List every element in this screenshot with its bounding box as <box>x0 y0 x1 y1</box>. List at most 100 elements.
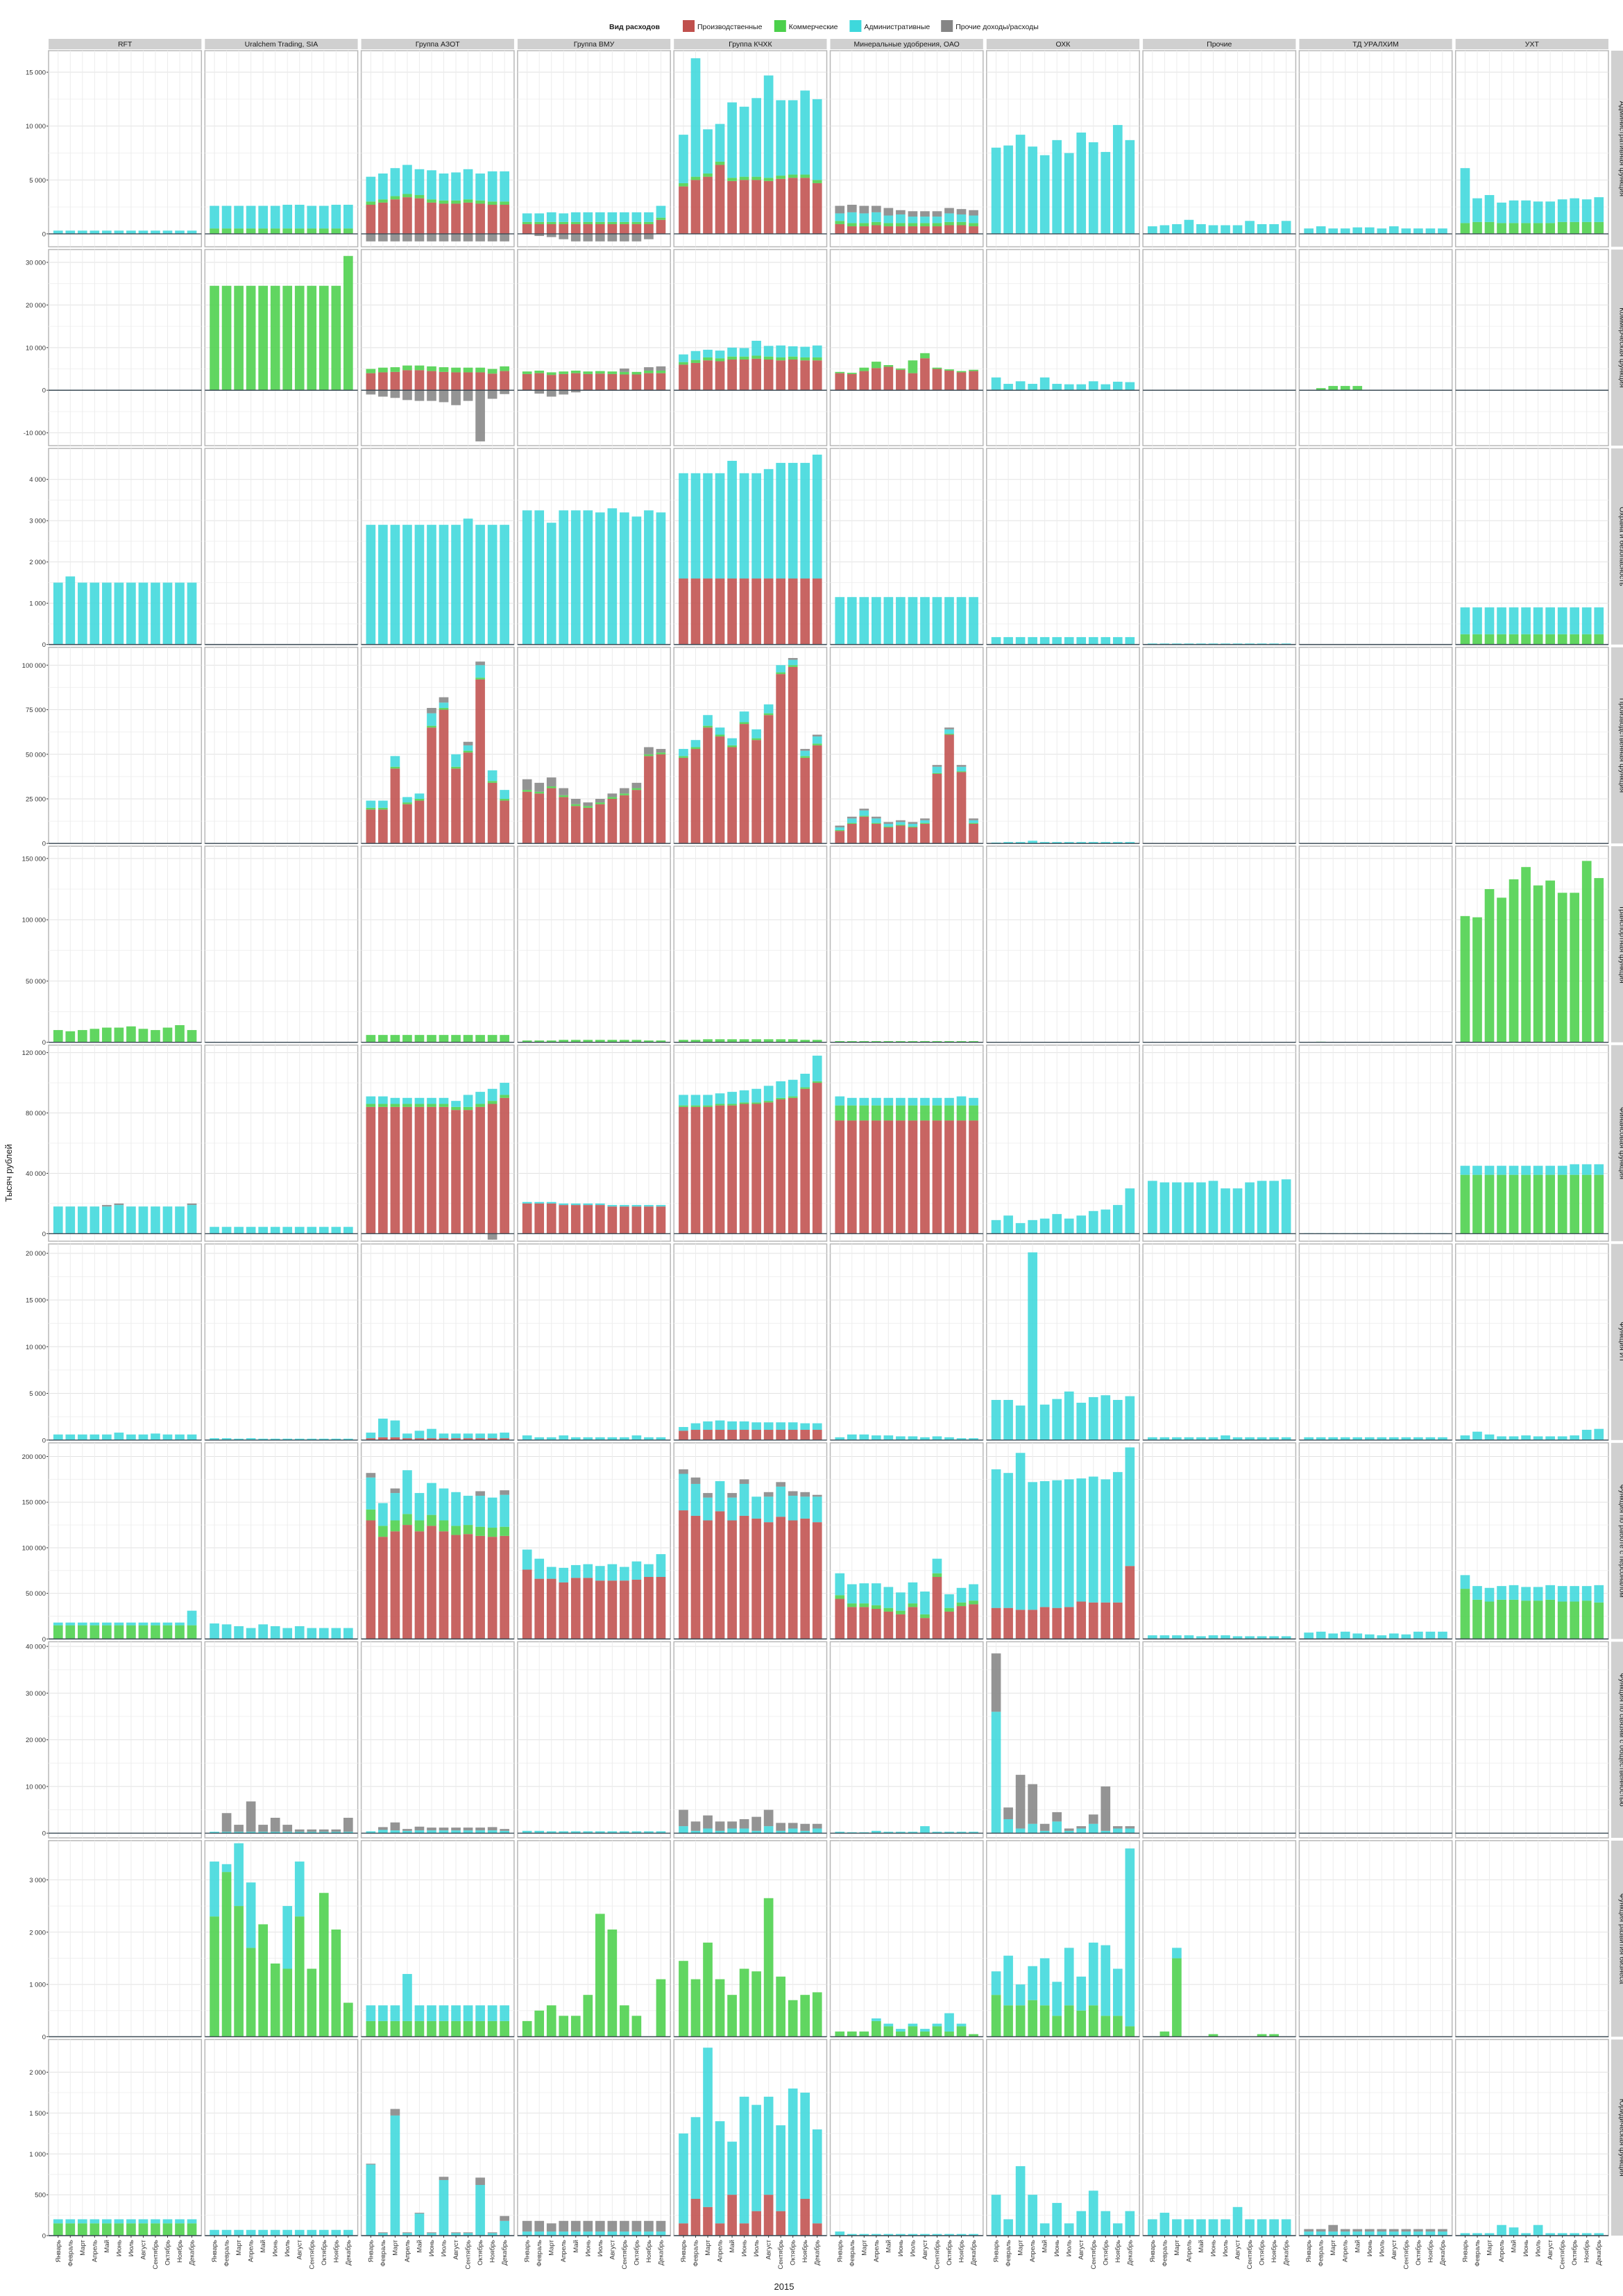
bar-коммерческие <box>644 1040 654 1043</box>
bar-прочие-доходы-расходы <box>1015 1775 1026 1829</box>
bar-коммерческие <box>463 750 473 753</box>
bar-административные <box>53 2219 63 2224</box>
bar-коммерческие <box>1460 1174 1470 1234</box>
bar-административные <box>715 124 725 162</box>
bar-прочие-доходы-расходы <box>812 734 822 737</box>
panel-производственная-функция-минеральные-удобрения-оао <box>829 646 984 844</box>
bar-производственные <box>703 727 713 844</box>
bar-коммерческие <box>187 2223 197 2236</box>
bar-административные <box>847 818 857 823</box>
bar-прочие-доходы-расходы <box>620 233 629 242</box>
bar-административные <box>1112 1205 1123 1234</box>
panel-административная-функция-uralchem-trading-sia <box>204 50 359 248</box>
bar-коммерческие <box>969 822 978 824</box>
bar-административные <box>234 1226 244 1234</box>
bar-административные <box>162 1434 173 1440</box>
bar-прочие-доходы-расходы <box>307 1829 317 1832</box>
bar-производственные <box>427 727 436 844</box>
bar-прочие-доходы-расходы <box>644 2220 654 2232</box>
bar-производственные <box>847 373 857 391</box>
panel-транспортная-функция-uralchem-trading-sia <box>204 845 359 1043</box>
panel-финансовая-функция-группа-кчхк <box>673 1044 828 1242</box>
bar-административные <box>1003 2219 1013 2236</box>
bar-коммерческие <box>175 1025 185 1043</box>
bar-производственные <box>414 800 425 844</box>
bar-прочие-доходы-расходы <box>534 2220 545 2232</box>
bar-производственные <box>679 1430 688 1440</box>
bar-административные <box>739 473 749 579</box>
bar-прочие-доходы-расходы <box>439 390 449 403</box>
bar-административные <box>522 1435 532 1440</box>
bar-административные <box>920 217 930 223</box>
bar-коммерческие <box>763 178 774 181</box>
bar-производственные <box>644 1206 654 1234</box>
x-tick-label: Август <box>1234 2239 1242 2259</box>
bar-административные <box>679 1426 688 1431</box>
bar-производственные <box>847 226 857 234</box>
bar-производственные <box>883 827 894 844</box>
bar-коммерческие <box>451 367 461 373</box>
bar-административные <box>546 1567 556 1579</box>
bar-производственные <box>390 199 400 234</box>
bar-административные <box>475 1830 485 1834</box>
bar-коммерческие <box>559 1040 569 1043</box>
bar-административные <box>763 704 774 714</box>
bar-прочие-доходы-расходы <box>679 1809 688 1827</box>
x-tick-label: Январь <box>1305 2240 1313 2263</box>
bar-прочие-доходы-расходы <box>607 2220 618 2232</box>
bar-коммерческие <box>969 1601 978 1605</box>
bar-прочие-доходы-расходы <box>727 1493 737 1498</box>
row-strip-label: Административная функция <box>1618 101 1623 196</box>
panel-коммерческая-функция-группа-вму <box>517 248 671 446</box>
y-tick-label: 25 000 <box>26 795 46 803</box>
bar-административные <box>944 1594 954 1608</box>
bar-административные <box>451 1830 461 1834</box>
bar-административные <box>703 129 713 174</box>
bar-административные <box>763 1422 774 1430</box>
bar-производственные <box>595 1205 605 1234</box>
bar-производственные <box>487 205 498 234</box>
bar-производственные <box>859 816 869 844</box>
bar-прочие-доходы-расходы <box>872 205 881 212</box>
bar-административные <box>872 1830 881 1834</box>
bar-административные <box>366 1096 376 1104</box>
row-strip <box>1611 846 1623 1043</box>
bar-коммерческие <box>534 1040 545 1043</box>
bar-административные <box>883 1097 894 1106</box>
bar-административные <box>859 1583 869 1604</box>
panel-административная-функция-rft <box>48 50 203 248</box>
bar-производственные <box>727 747 737 844</box>
x-tick-label: Апрель <box>1498 2240 1506 2262</box>
bar-коммерческие <box>402 2020 412 2037</box>
x-tick-label: Сентябрь <box>1090 2240 1098 2270</box>
panel-юридическая-функция-uralchem-trading-sia: Январь Февраль Март Апрель Май Июнь Июль Август… <box>204 2038 359 2270</box>
bar-административные <box>1028 1252 1037 1440</box>
bar-административные <box>1052 1399 1062 1440</box>
bar-коммерческие <box>944 369 954 371</box>
bar-прочие-доходы-расходы <box>439 697 449 703</box>
bar-административные <box>763 75 774 178</box>
bar-прочие-доходы-расходы <box>859 809 869 811</box>
bar-административные <box>1257 1181 1267 1234</box>
bar-производственные <box>763 1102 774 1234</box>
panel-background <box>360 1243 515 1441</box>
bar-производственные <box>1052 1607 1062 1639</box>
bar-коммерческие <box>607 371 618 374</box>
x-tick-label: Ноябрь <box>1271 2240 1278 2263</box>
bar-административные <box>644 1437 654 1440</box>
bar-административные <box>703 473 713 579</box>
bar-коммерческие <box>187 1030 197 1043</box>
bar-административные <box>1112 125 1123 234</box>
bar-прочие-доходы-расходы <box>690 1821 701 1831</box>
bar-производственные <box>969 371 978 391</box>
bar-коммерческие <box>1545 880 1555 1043</box>
bar-коммерческие <box>1581 1601 1592 1639</box>
bar-коммерческие <box>534 221 545 224</box>
bar-административные <box>1413 228 1423 234</box>
x-tick-label: Июль <box>909 2240 917 2256</box>
bar-прочие-доходы-расходы <box>366 2163 376 2165</box>
panel-background <box>360 845 515 1043</box>
bar-административные <box>500 2220 509 2236</box>
bar-административные <box>402 797 412 803</box>
bar-административные <box>908 1582 918 1604</box>
